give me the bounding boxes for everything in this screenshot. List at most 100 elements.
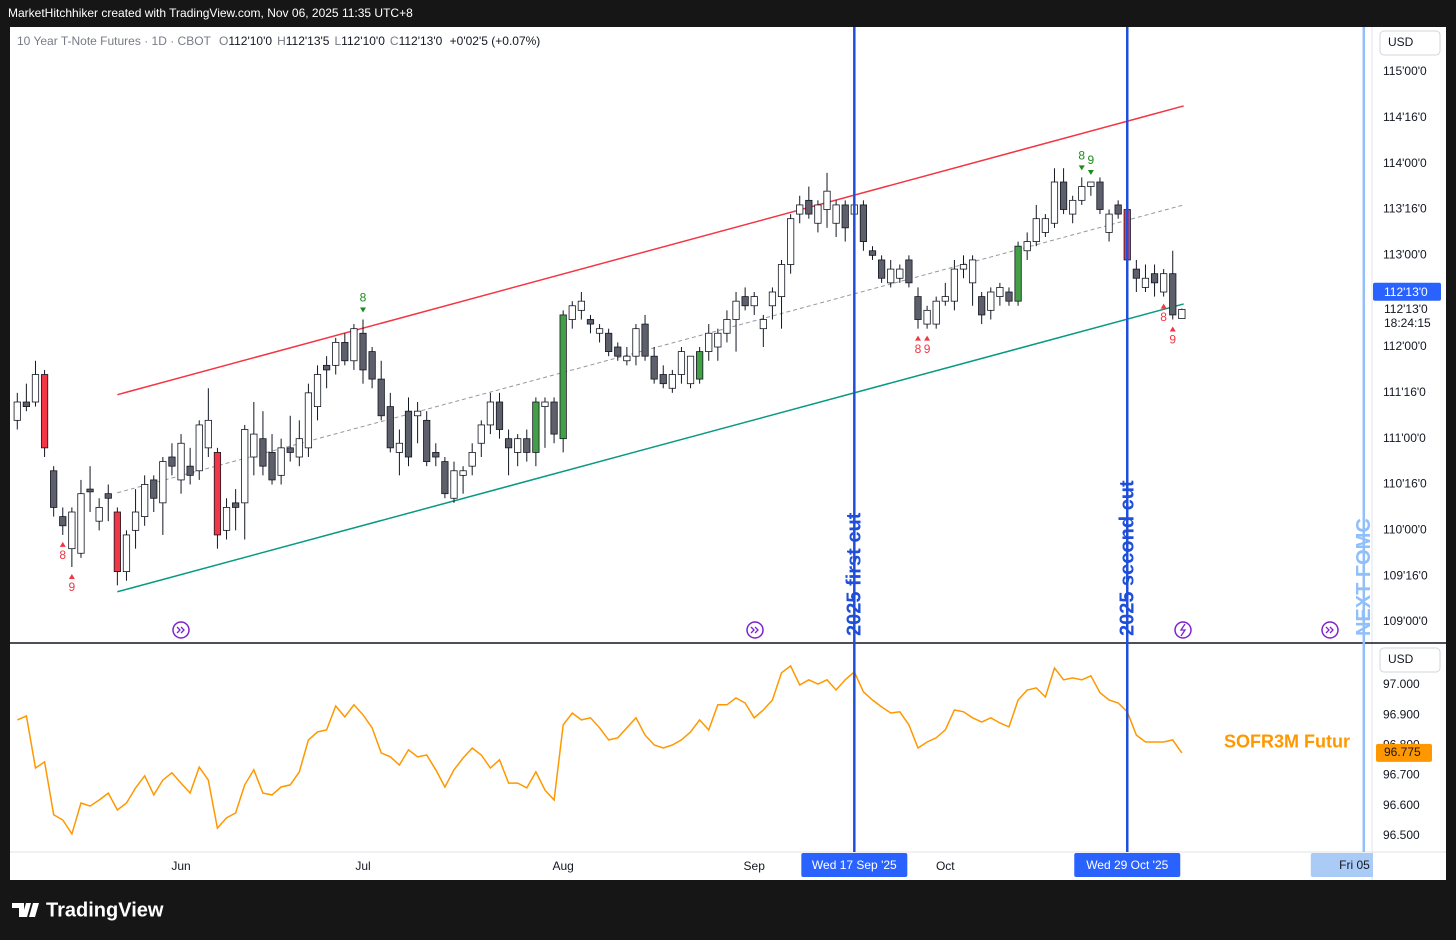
candle-body — [796, 204, 804, 215]
event-label: NEXT FOMC — [1353, 518, 1375, 636]
candle-body — [477, 424, 485, 444]
candle-body — [195, 424, 203, 472]
candle-body — [959, 264, 968, 270]
candle-body — [1132, 268, 1140, 279]
candle-body — [586, 319, 595, 325]
legend-key: O — [218, 34, 229, 48]
event-icon-glyph — [176, 626, 185, 634]
countdown: 18:24:15 — [1384, 316, 1431, 330]
event-icon[interactable] — [746, 621, 764, 639]
y-tick-label: 114'00'0 — [1383, 156, 1427, 170]
last-price-tag: 112'13'0 — [1384, 285, 1428, 299]
currency-box[interactable] — [1379, 30, 1441, 56]
candle-body — [268, 452, 276, 481]
y-tick-label: 115'00'0 — [1383, 64, 1427, 78]
legend: 10 Year T-Note Futures · 1D · CBOT O112'… — [17, 34, 540, 48]
legend-key: H — [277, 34, 286, 48]
candle-body — [286, 447, 294, 453]
candle-body — [787, 218, 795, 265]
legend-change: +0'02'5 (+0.07%) — [449, 34, 541, 48]
candle-body — [914, 296, 922, 320]
candle-body — [686, 355, 695, 385]
candle-body — [887, 268, 895, 284]
candle-body — [614, 346, 622, 357]
candle-body — [595, 328, 604, 334]
event-icon[interactable] — [1321, 621, 1339, 639]
candle-body — [204, 419, 212, 449]
candle-body — [996, 287, 1004, 297]
candle-body — [1087, 181, 1095, 187]
legend-value: 112'13'0 — [398, 34, 443, 48]
candle-body — [623, 355, 631, 362]
candle-body — [923, 309, 931, 325]
candle-body — [705, 332, 713, 352]
currency-box[interactable] — [1379, 647, 1441, 673]
series-name: SOFR3M Futur — [1224, 732, 1350, 752]
candle-body — [814, 204, 822, 224]
x-tick-label: Oct — [936, 859, 955, 873]
chart-area — [10, 27, 1446, 880]
candle-body — [186, 465, 194, 476]
legend-value: 112'13'5 — [285, 34, 330, 48]
last-value-label: 96.775 — [1384, 745, 1421, 759]
y-tick-label: 96.500 — [1383, 828, 1420, 842]
candle-body — [841, 204, 849, 229]
candle-body — [741, 296, 749, 307]
candle-body — [131, 511, 140, 531]
candle-body — [1041, 218, 1049, 233]
candle-body — [232, 502, 240, 508]
candle-body — [932, 300, 940, 325]
candle-body — [859, 204, 868, 242]
marker-label: 8 — [360, 291, 367, 305]
candle-body — [323, 364, 331, 371]
event-icons — [172, 621, 1339, 639]
y-tick-label: 114'16'0 — [1383, 110, 1427, 124]
candle-body — [878, 259, 886, 279]
event-icon-glyph — [1325, 626, 1334, 634]
footer-logo: TradingView — [12, 899, 164, 921]
candle-body — [277, 447, 285, 476]
candle-body — [696, 351, 704, 380]
event-icon[interactable] — [172, 621, 190, 639]
candle-body — [968, 259, 977, 284]
candle-body — [450, 470, 458, 499]
candle-body — [987, 291, 995, 311]
candle-body — [377, 378, 385, 417]
candle-body — [250, 433, 258, 458]
candle-body — [1023, 241, 1031, 252]
candle-body — [1114, 204, 1122, 215]
candle-body — [168, 456, 176, 467]
candle-body — [523, 438, 531, 453]
candle-body — [777, 264, 786, 297]
marker-label: 8 — [1160, 310, 1167, 324]
candle-body — [395, 442, 404, 453]
candle-body — [868, 250, 877, 256]
y-tick-label: 112'00'0 — [1383, 339, 1427, 353]
candle-body — [641, 323, 649, 357]
logo-text: TradingView — [46, 899, 164, 921]
candle-body — [559, 314, 567, 440]
y-tick-label: 111'00'0 — [1383, 431, 1426, 445]
y-tick-label: 113'00'0 — [1383, 248, 1427, 262]
marker-label: 9 — [1169, 333, 1176, 347]
candle-body — [823, 190, 831, 210]
plot-area — [13, 105, 1186, 836]
candle-body — [677, 351, 686, 375]
candle-body — [313, 374, 322, 407]
date-box — [1074, 853, 1181, 877]
trendline — [117, 204, 1184, 494]
event-icon-glyph — [1179, 623, 1187, 637]
candle-body — [632, 328, 640, 357]
candle-body — [532, 401, 540, 453]
candle-body — [59, 516, 67, 527]
candle-body — [832, 204, 840, 224]
x-tick-label: Jun — [171, 859, 190, 873]
candle-body — [295, 438, 303, 458]
candle-body — [86, 488, 94, 493]
marker-arrow — [360, 307, 367, 313]
candle-body — [22, 401, 30, 407]
candle-body — [13, 401, 21, 421]
candle-body — [650, 355, 658, 380]
